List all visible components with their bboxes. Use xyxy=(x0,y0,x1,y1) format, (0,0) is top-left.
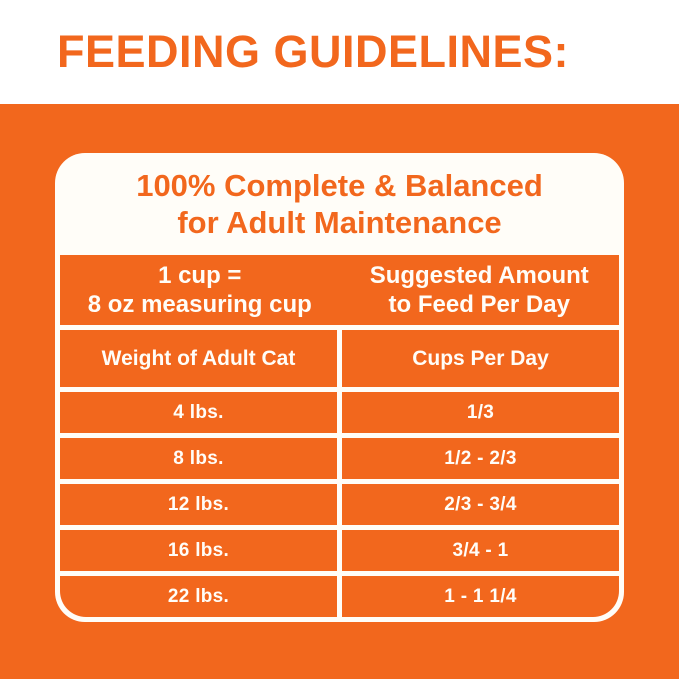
card-heading-line1: 100% Complete & Balanced xyxy=(136,168,543,203)
cups-cell: 1/3 xyxy=(342,392,619,433)
weight-cell: 4 lbs. xyxy=(60,392,337,433)
weight-cell: 16 lbs. xyxy=(60,530,337,571)
table-row: 12 lbs. 2/3 - 3/4 xyxy=(60,484,619,525)
feeding-table: 1 cup = 8 oz measuring cup Suggested Amo… xyxy=(55,255,624,622)
card-heading-line2: for Adult Maintenance xyxy=(177,205,502,240)
cup-measure-line2: 8 oz measuring cup xyxy=(87,291,312,318)
cups-cell: 2/3 - 3/4 xyxy=(342,484,619,525)
page-title: FEEDING GUIDELINES: xyxy=(57,26,570,77)
suggested-amount-line1: Suggested Amount xyxy=(369,262,589,289)
table-row: 4 lbs. 1/3 xyxy=(60,392,619,433)
cup-measure-note: 1 cup = 8 oz measuring cup xyxy=(60,261,340,319)
table-info-row: 1 cup = 8 oz measuring cup Suggested Amo… xyxy=(60,255,619,325)
cups-cell: 3/4 - 1 xyxy=(342,530,619,571)
cups-cell: 1/2 - 2/3 xyxy=(342,438,619,479)
weight-cell: 12 lbs. xyxy=(60,484,337,525)
weight-cell: 8 lbs. xyxy=(60,438,337,479)
cup-measure-line1: 1 cup = xyxy=(158,262,242,289)
column-header-cups: Cups Per Day xyxy=(342,330,619,387)
info-cell: 1 cup = 8 oz measuring cup Suggested Amo… xyxy=(60,255,619,325)
table-row: 8 lbs. 1/2 - 2/3 xyxy=(60,438,619,479)
suggested-amount-line2: to Feed Per Day xyxy=(388,291,570,318)
suggested-amount-note: Suggested Amount to Feed Per Day xyxy=(340,261,620,319)
title-band: FEEDING GUIDELINES: xyxy=(0,0,679,104)
orange-background: 100% Complete & Balanced for Adult Maint… xyxy=(0,104,679,679)
weight-cell: 22 lbs. xyxy=(60,576,337,617)
column-header-weight: Weight of Adult Cat xyxy=(60,330,337,387)
cups-cell: 1 - 1 1/4 xyxy=(342,576,619,617)
feeding-guidelines-card: 100% Complete & Balanced for Adult Maint… xyxy=(55,153,624,622)
table-row: 16 lbs. 3/4 - 1 xyxy=(60,530,619,571)
table-row: 22 lbs. 1 - 1 1/4 xyxy=(60,576,619,617)
table-header-row: Weight of Adult Cat Cups Per Day xyxy=(60,330,619,387)
card-heading: 100% Complete & Balanced for Adult Maint… xyxy=(55,153,624,255)
